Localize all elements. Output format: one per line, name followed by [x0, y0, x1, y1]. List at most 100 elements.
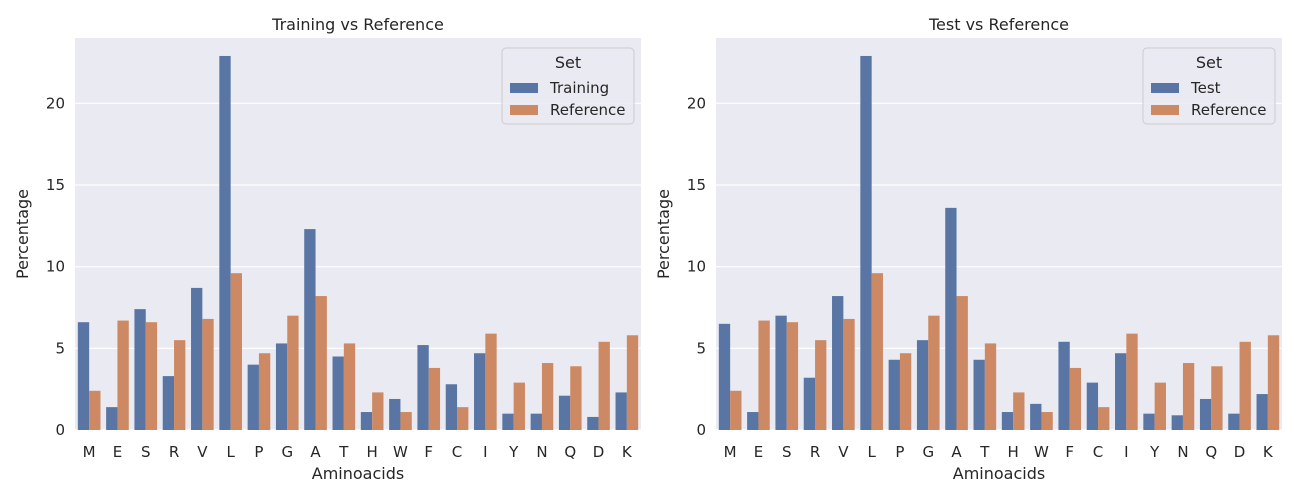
x-tick-label: E [754, 443, 763, 461]
bar-reference-Y [1154, 382, 1166, 430]
x-tick-label: G [281, 443, 293, 461]
x-tick-label: C [1093, 443, 1103, 461]
bar-test-M [718, 323, 731, 430]
x-tick-label: F [1065, 443, 1074, 461]
y-tick-label: 20 [46, 94, 65, 112]
x-tick-label: A [310, 443, 321, 461]
bar-reference-D [598, 341, 610, 430]
bar-reference-M [89, 390, 101, 430]
bar-training-D [587, 416, 599, 430]
legend-swatch-training [510, 83, 538, 93]
bar-reference-R [815, 340, 827, 430]
y-tick-label: 20 [687, 94, 706, 112]
x-tick-label: E [113, 443, 122, 461]
bar-reference-V [202, 318, 214, 430]
x-tick-label: K [1263, 443, 1274, 461]
bar-training-T [332, 356, 344, 430]
bar-training-R [162, 376, 175, 430]
x-tick-label: W [393, 443, 408, 461]
bar-reference-C [1098, 407, 1110, 430]
bar-reference-P [258, 353, 271, 430]
bar-reference-A [315, 296, 327, 430]
x-tick-label: L [226, 443, 235, 461]
x-tick-label: S [141, 443, 151, 461]
x-tick-label: D [593, 443, 605, 461]
x-tick-label: Q [1205, 443, 1217, 461]
legend-label-training: Training [549, 79, 609, 97]
bar-reference-R [174, 340, 186, 430]
x-tick-label: Y [1149, 443, 1160, 461]
bar-reference-D [1239, 341, 1251, 430]
chart-panel-2: 0 5 10 15 20 M E S R V L P G A T H W F C I Y N Q D K Aminoacids Pe… [654, 15, 1282, 483]
bar-reference-E [117, 320, 129, 430]
bar-training-I [474, 353, 486, 430]
bar-reference-I [485, 333, 497, 430]
bar-training-V [191, 287, 203, 430]
x-tick-label: A [951, 443, 962, 461]
legend-title: Set [555, 53, 581, 72]
x-tick-label: M [83, 443, 96, 461]
bar-test-Y [1143, 413, 1155, 430]
bar-training-Y [502, 413, 514, 430]
bar-reference-K [1267, 335, 1280, 430]
bar-training-F [417, 345, 429, 430]
bar-test-W [1030, 403, 1042, 430]
bar-reference-M [730, 390, 742, 430]
x-tick-label: V [197, 443, 208, 461]
bar-training-M [77, 322, 90, 430]
bar-reference-E [758, 320, 770, 430]
x-tick-label: I [483, 443, 487, 461]
bar-training-L [219, 55, 231, 430]
bar-reference-G [928, 315, 940, 430]
x-axis-title: Aminoacids [953, 464, 1045, 483]
bar-reference-T [984, 343, 997, 430]
y-tick-label: 15 [46, 176, 65, 194]
bar-training-W [389, 398, 401, 430]
y-axis-title: Percentage [654, 189, 673, 279]
y-tick-label: 5 [696, 339, 706, 357]
chart-title: Training vs Reference [271, 15, 444, 34]
x-tick-label: I [1124, 443, 1128, 461]
x-tick-label: H [367, 443, 378, 461]
x-tick-label: N [536, 443, 547, 461]
bar-reference-N [1182, 363, 1195, 430]
x-tick-label: C [452, 443, 462, 461]
legend-label-reference: Reference [1191, 101, 1267, 119]
bar-reference-F [428, 367, 441, 430]
bar-reference-G [287, 315, 299, 430]
x-tick-label: F [424, 443, 433, 461]
y-tick-label: 15 [687, 176, 706, 194]
x-tick-label: T [338, 443, 349, 461]
bar-test-L [860, 55, 872, 430]
bar-training-N [530, 413, 542, 430]
bar-training-K [615, 392, 627, 430]
bar-test-I [1115, 353, 1127, 430]
x-tick-label: H [1008, 443, 1019, 461]
bar-reference-I [1126, 333, 1138, 430]
bar-reference-H [1013, 392, 1025, 430]
bar-training-E [106, 407, 118, 430]
bar-test-H [1001, 412, 1014, 430]
legend: Set Training Reference [501, 47, 635, 125]
bar-reference-F [1069, 367, 1082, 430]
x-tick-label: G [922, 443, 934, 461]
x-axis-title: Aminoacids [312, 464, 404, 483]
bar-test-K [1256, 394, 1268, 430]
x-tick-label: W [1034, 443, 1049, 461]
bar-training-S [134, 309, 146, 430]
bar-reference-W [400, 412, 412, 430]
bar-reference-Q [1211, 366, 1223, 430]
bar-test-Q [1199, 398, 1212, 430]
bar-test-D [1228, 413, 1240, 430]
bar-test-E [747, 412, 759, 430]
bar-reference-A [956, 296, 968, 430]
bar-reference-N [541, 363, 554, 430]
legend-label-test: Test [1190, 79, 1221, 97]
y-tick-label: 10 [46, 258, 65, 276]
bar-reference-T [343, 343, 356, 430]
bar-training-H [360, 412, 373, 430]
y-axis-title: Percentage [13, 189, 32, 279]
legend-swatch-reference [510, 105, 538, 115]
legend: Set Test Reference [1142, 47, 1276, 125]
